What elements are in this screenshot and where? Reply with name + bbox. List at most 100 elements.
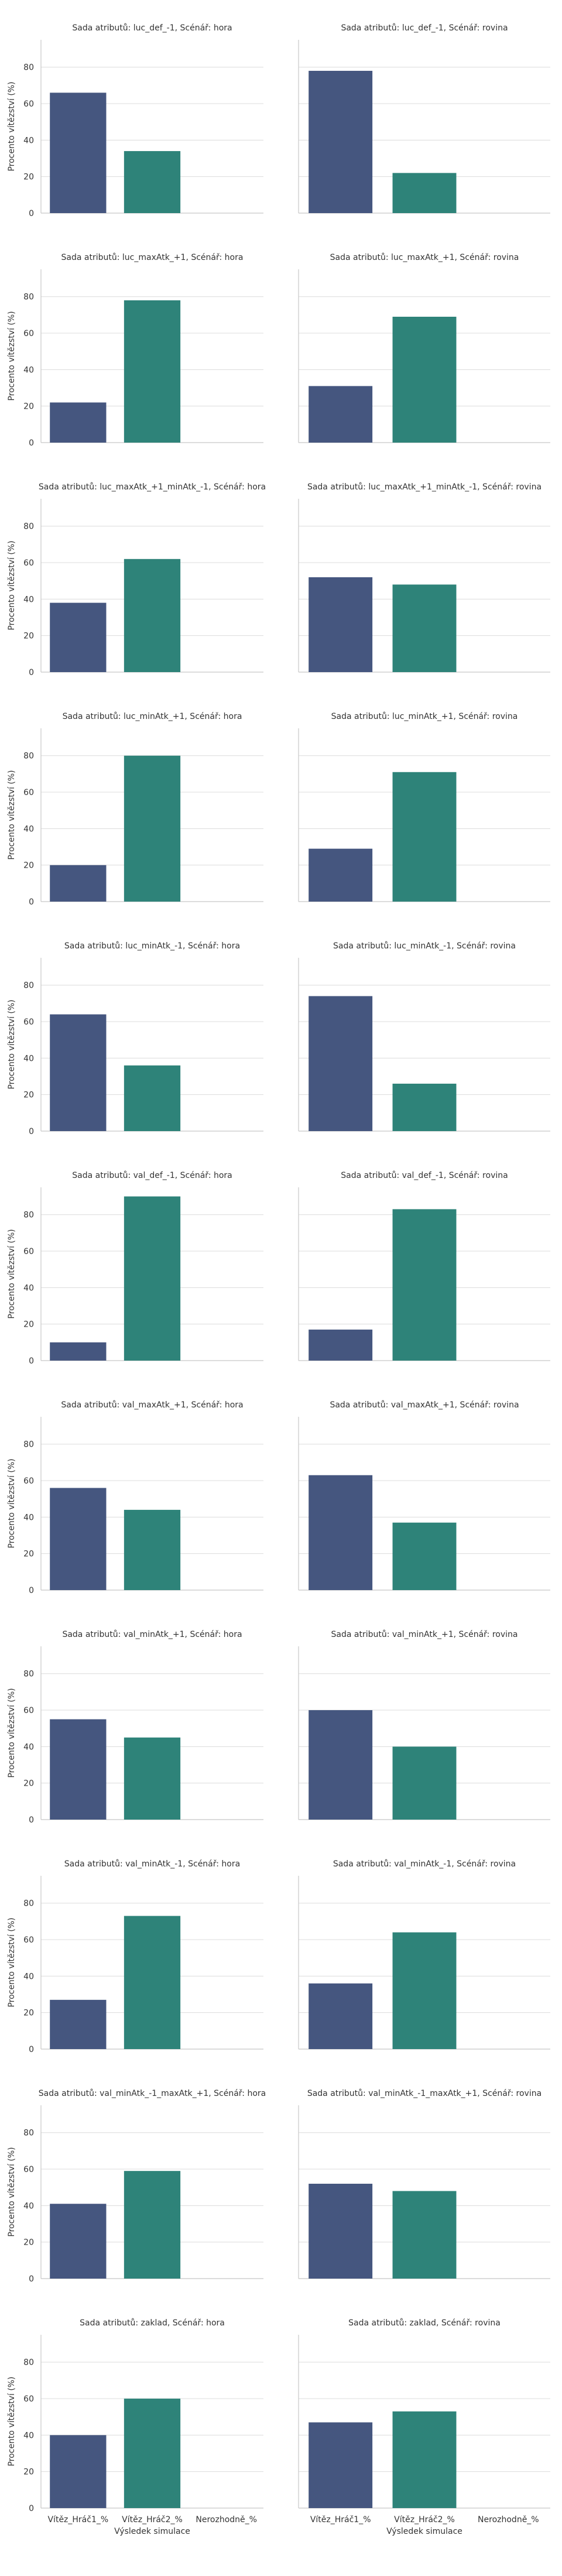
facet-panel: Sada atributů: zaklad, Scénář: rovina Vít…	[298, 2318, 550, 2536]
y-axis-label: Procento vítězství (%)	[7, 1917, 16, 2007]
y-tick-label: 40	[23, 365, 34, 375]
bar-player2	[124, 1737, 181, 1820]
y-tick-label: 80	[23, 2129, 34, 2138]
y-tick-label: 20	[23, 632, 34, 641]
bar-player1	[50, 1999, 107, 2049]
y-tick-label: 40	[23, 2201, 34, 2211]
y-tick-label: 40	[23, 824, 34, 834]
y-tick-label: 20	[23, 2468, 34, 2477]
facet-panel: Sada atributů: luc_maxAtk_+1, Scénář: ro…	[298, 253, 550, 443]
x-tick-label: Vítěz_Hráč1_%	[310, 2515, 371, 2524]
y-tick-label: 20	[23, 2009, 34, 2018]
y-tick-label: 40	[23, 2431, 34, 2440]
x-tick-label: Nerozhodně_%	[196, 2515, 257, 2524]
panel-title: Sada atributů: luc_maxAtk_+1_minAtk_-1, …	[307, 482, 542, 492]
facet-panel: Sada atributů: val_minAtk_-1_maxAtk_+1, …	[7, 2089, 266, 2284]
bar-player1	[309, 577, 373, 672]
facet-panel: Sada atributů: val_maxAtk_+1, Scénář: ro…	[298, 1400, 550, 1591]
panel-title: Sada atributů: val_maxAtk_+1, Scénář: ro…	[330, 1400, 519, 1410]
facet-panel: Sada atributů: val_minAtk_-1, Scénář: ho…	[7, 1859, 263, 2054]
bar-player1	[50, 602, 107, 672]
x-tick-label: Vítěz_Hráč2_%	[122, 2515, 183, 2524]
y-tick-label: 60	[23, 329, 34, 338]
bar-player2	[392, 584, 457, 672]
facet-panel: Sada atributů: val_minAtk_-1, Scénář: ro…	[298, 1859, 550, 2050]
y-axis-label: Procento vítězství (%)	[7, 540, 16, 630]
bar-player2	[392, 1522, 457, 1590]
bar-player2	[392, 772, 457, 902]
y-tick-label: 80	[23, 1899, 34, 1909]
facet-panel: Sada atributů: luc_minAtk_-1, Scénář: ho…	[7, 941, 263, 1136]
bar-player1	[309, 848, 373, 902]
facet-panel: Sada atributů: luc_def_-1, Scénář: rovin…	[298, 23, 550, 214]
panel-title: Sada atributů: val_maxAtk_+1, Scénář: ho…	[61, 1400, 243, 1410]
y-tick-label: 0	[29, 898, 34, 907]
x-tick-label: Nerozhodně_%	[478, 2515, 539, 2524]
x-tick-label: Vítěz_Hráč2_%	[394, 2515, 455, 2524]
bar-player2	[124, 1196, 181, 1361]
y-tick-label: 60	[23, 1477, 34, 1486]
x-axis-label: Výsledek simulace	[386, 2527, 462, 2536]
y-tick-label: 40	[23, 1283, 34, 1293]
panel-title: Sada atributů: val_minAtk_-1_maxAtk_+1, …	[307, 2089, 542, 2098]
panel-title: Sada atributů: val_minAtk_-1, Scénář: ro…	[333, 1859, 516, 1869]
y-tick-label: 0	[29, 2504, 34, 2513]
bar-player2	[124, 1916, 181, 2049]
bar-player2	[124, 559, 181, 672]
y-tick-label: 60	[23, 1936, 34, 1945]
facet-panel: Sada atributů: luc_maxAtk_+1, Scénář: ho…	[7, 253, 263, 448]
bar-player1	[50, 402, 107, 443]
y-tick-label: 20	[23, 173, 34, 182]
y-axis-label: Procento vítězství (%)	[7, 2376, 16, 2466]
bar-player2	[392, 1746, 457, 1820]
facet-panel: Sada atributů: val_minAtk_+1, Scénář: ro…	[298, 1630, 550, 1820]
panel-title: Sada atributů: luc_minAtk_+1, Scénář: ho…	[63, 712, 242, 721]
y-tick-label: 0	[29, 1815, 34, 1825]
y-axis-label: Procento vítězství (%)	[7, 770, 16, 859]
facet-panel: Sada atributů: val_def_-1, Scénář: hora 0…	[7, 1171, 263, 1366]
y-tick-label: 60	[23, 100, 34, 109]
bar-player2	[124, 2399, 181, 2508]
y-tick-label: 60	[23, 1247, 34, 1256]
facet-panel: Sada atributů: val_def_-1, Scénář: rovin…	[298, 1171, 550, 1361]
bar-player2	[124, 1509, 181, 1590]
bar-player1	[50, 1342, 107, 1361]
bar-player2	[124, 1065, 181, 1131]
bar-player2	[392, 1209, 457, 1361]
y-tick-label: 80	[23, 1211, 34, 1220]
y-tick-label: 80	[23, 752, 34, 761]
panel-title: Sada atributů: luc_minAtk_-1, Scénář: ro…	[333, 941, 516, 951]
facet-panel: Sada atributů: luc_def_-1, Scénář: hora 0…	[7, 23, 263, 218]
y-tick-label: 0	[29, 1586, 34, 1595]
bar-player1	[309, 1983, 373, 2049]
y-tick-label: 0	[29, 1356, 34, 1366]
bar-player2	[392, 1932, 457, 2049]
y-axis-label: Procento vítězství (%)	[7, 1688, 16, 1777]
bar-player1	[50, 93, 107, 213]
panel-title: Sada atributů: zaklad, Scénář: hora	[80, 2318, 225, 2328]
bar-player1	[309, 2422, 373, 2508]
bar-player1	[50, 1014, 107, 1131]
panel-title: Sada atributů: zaklad, Scénář: rovina	[348, 2318, 501, 2328]
panel-title: Sada atributů: val_def_-1, Scénář: rovin…	[341, 1171, 508, 1180]
panel-title: Sada atributů: luc_maxAtk_+1, Scénář: ho…	[61, 253, 244, 262]
y-tick-label: 0	[29, 1127, 34, 1136]
panel-title: Sada atributů: val_minAtk_-1_maxAtk_+1, …	[39, 2089, 266, 2098]
facet-panel: Sada atributů: zaklad, Scénář: hora 0 20 40…	[7, 2318, 263, 2536]
panel-title: Sada atributů: val_minAtk_-1, Scénář: ho…	[64, 1859, 240, 1869]
facet-panel: Sada atributů: luc_minAtk_+1, Scénář: ho…	[7, 712, 263, 907]
y-tick-label: 20	[23, 2238, 34, 2248]
y-tick-label: 0	[29, 209, 34, 218]
bar-player2	[392, 317, 457, 443]
y-axis-label: Procento vítězství (%)	[7, 999, 16, 1089]
y-tick-label: 80	[23, 981, 34, 991]
y-tick-label: 20	[23, 1320, 34, 1330]
y-tick-label: 0	[29, 439, 34, 448]
bar-player1	[50, 2435, 107, 2508]
y-tick-label: 80	[23, 1670, 34, 1679]
bar-player2	[124, 151, 181, 213]
bar-player1	[50, 865, 107, 902]
y-axis-label: Procento vítězství (%)	[7, 81, 16, 171]
y-tick-label: 0	[29, 2274, 34, 2284]
